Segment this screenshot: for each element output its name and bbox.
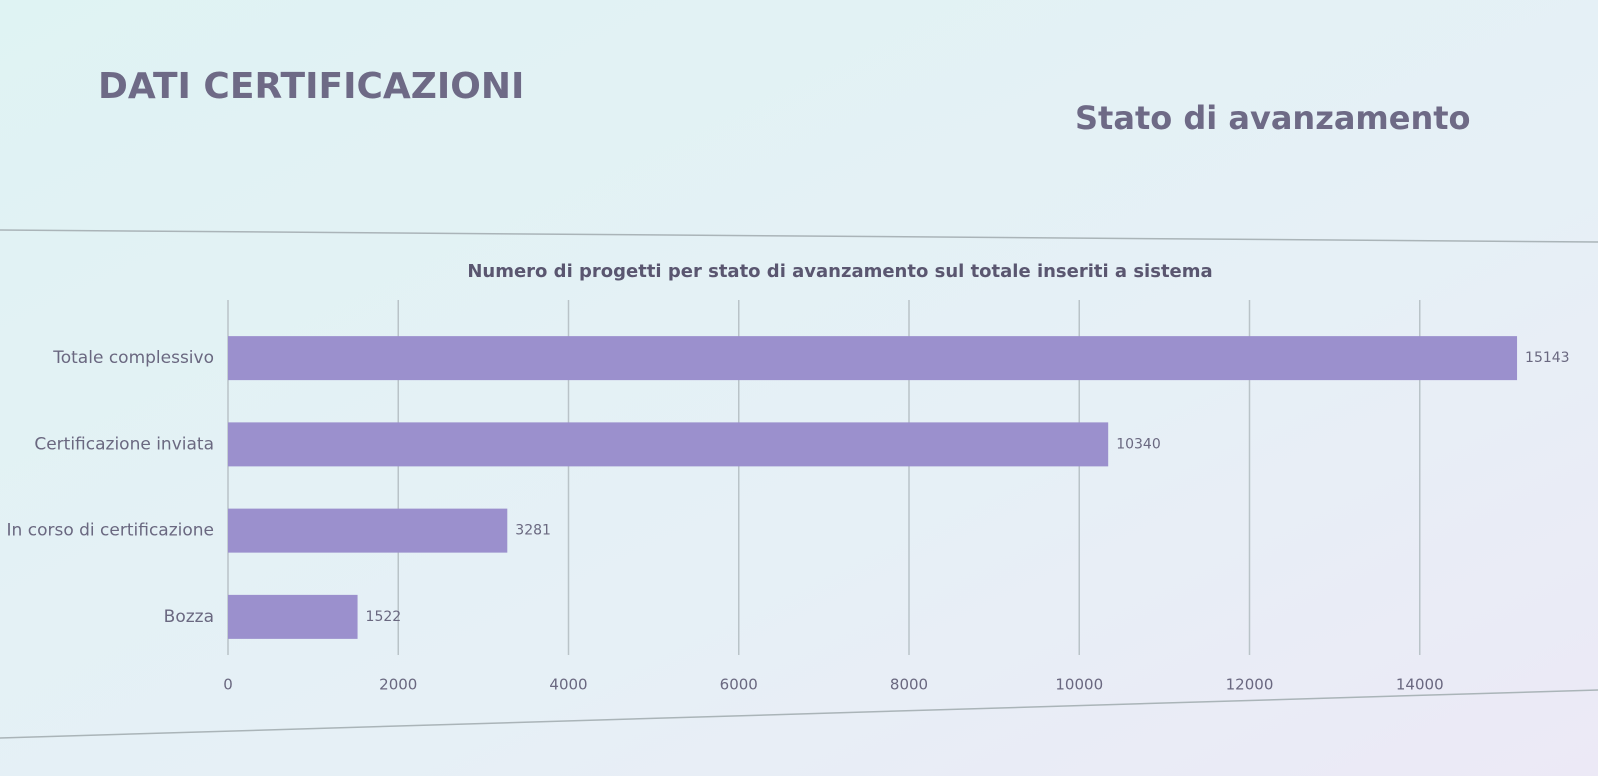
- x-tick-label: 14000: [1396, 676, 1444, 694]
- divider: [0, 229, 1598, 243]
- value-label: 15143: [1525, 350, 1570, 366]
- chart-title: Numero di progetti per stato di avanzame…: [467, 261, 1212, 282]
- bar: [228, 508, 508, 553]
- divider: [0, 689, 1598, 739]
- bar: [228, 594, 358, 639]
- value-label: 1522: [366, 609, 402, 625]
- slide-title: DATI CERTIFICAZIONI: [98, 66, 524, 107]
- value-label: 3281: [515, 523, 551, 539]
- x-tick-label: 4000: [549, 676, 587, 694]
- x-tick-label: 10000: [1055, 676, 1103, 694]
- bar: [228, 422, 1109, 467]
- x-tick-label: 0: [223, 676, 233, 694]
- y-tick-label: Bozza: [164, 607, 214, 627]
- value-label: 10340: [1116, 436, 1161, 452]
- y-tick-label: Certificazione inviata: [34, 434, 214, 454]
- x-tick-label: 6000: [720, 676, 758, 694]
- y-tick-label: In corso di certificazione: [7, 521, 214, 541]
- slide-subtitle: Stato di avanzamento: [1075, 99, 1471, 137]
- y-tick-label: Totale complessivo: [52, 348, 214, 368]
- x-tick-label: 2000: [379, 676, 417, 694]
- bar: [228, 336, 1518, 381]
- x-tick-label: 8000: [890, 676, 928, 694]
- x-tick-label: 12000: [1226, 676, 1274, 694]
